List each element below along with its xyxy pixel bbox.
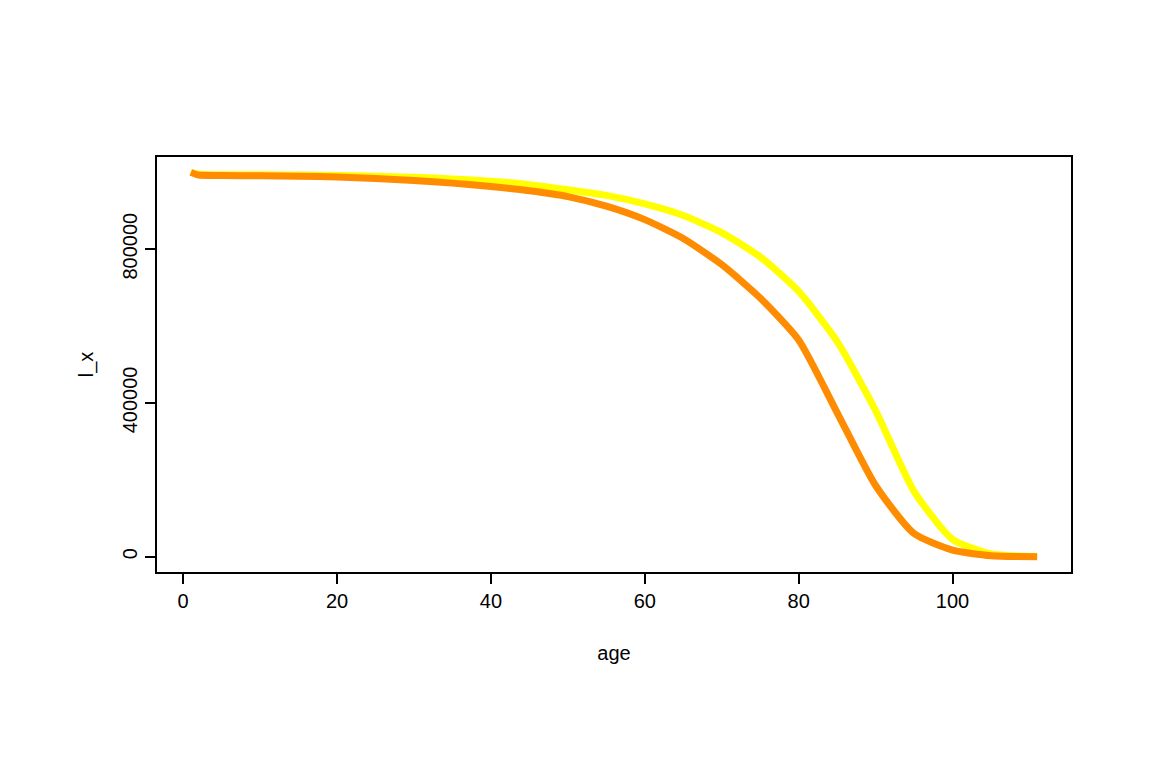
svg-text:20: 20 (326, 590, 348, 612)
svg-text:l_x: l_x (75, 352, 98, 378)
svg-text:age: age (597, 642, 630, 664)
svg-text:0: 0 (119, 548, 141, 559)
svg-text:0: 0 (178, 590, 189, 612)
svg-text:40: 40 (480, 590, 502, 612)
svg-text:800000: 800000 (119, 213, 141, 280)
svg-text:400000: 400000 (119, 367, 141, 434)
svg-text:80: 80 (788, 590, 810, 612)
svg-text:60: 60 (634, 590, 656, 612)
svg-text:100: 100 (936, 590, 969, 612)
